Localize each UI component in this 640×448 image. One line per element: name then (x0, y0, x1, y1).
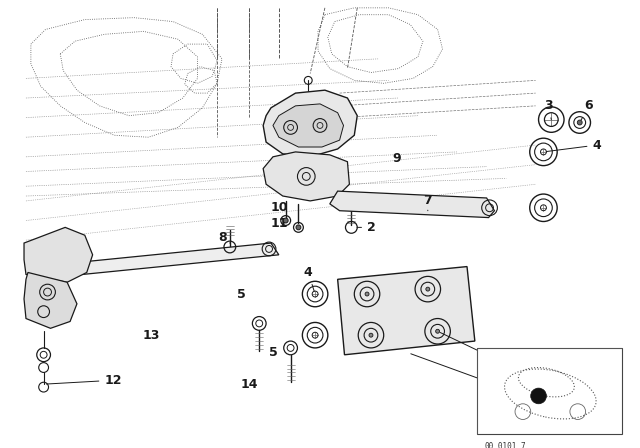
Text: 4: 4 (440, 332, 497, 364)
Circle shape (577, 120, 582, 125)
Polygon shape (263, 152, 349, 201)
Polygon shape (273, 104, 344, 147)
Circle shape (531, 388, 547, 404)
Circle shape (436, 329, 440, 333)
Text: 6: 6 (581, 99, 593, 120)
Polygon shape (24, 272, 77, 328)
Text: 14: 14 (241, 378, 258, 391)
Text: 3: 3 (544, 99, 553, 120)
Circle shape (426, 287, 430, 291)
Text: 2: 2 (357, 221, 376, 234)
Text: 9: 9 (392, 152, 401, 165)
Text: 11: 11 (270, 217, 287, 230)
Text: 13: 13 (143, 329, 160, 342)
Polygon shape (75, 243, 279, 275)
Text: 10: 10 (270, 201, 287, 214)
Text: 7: 7 (424, 194, 432, 211)
Polygon shape (330, 191, 495, 218)
Text: 00_0101_7: 00_0101_7 (484, 441, 526, 448)
Text: 1: 1 (411, 354, 493, 389)
Text: 8: 8 (218, 231, 230, 244)
Circle shape (369, 333, 373, 337)
Circle shape (296, 225, 301, 230)
Text: 4: 4 (546, 138, 601, 151)
Text: 5: 5 (269, 346, 277, 359)
Text: 12: 12 (46, 374, 122, 387)
Text: 4: 4 (304, 266, 314, 291)
Polygon shape (24, 228, 93, 282)
Text: 5: 5 (237, 288, 246, 301)
Circle shape (284, 218, 288, 223)
Circle shape (365, 292, 369, 296)
Polygon shape (263, 90, 357, 157)
Polygon shape (338, 267, 475, 355)
Bar (477, 348, 622, 434)
